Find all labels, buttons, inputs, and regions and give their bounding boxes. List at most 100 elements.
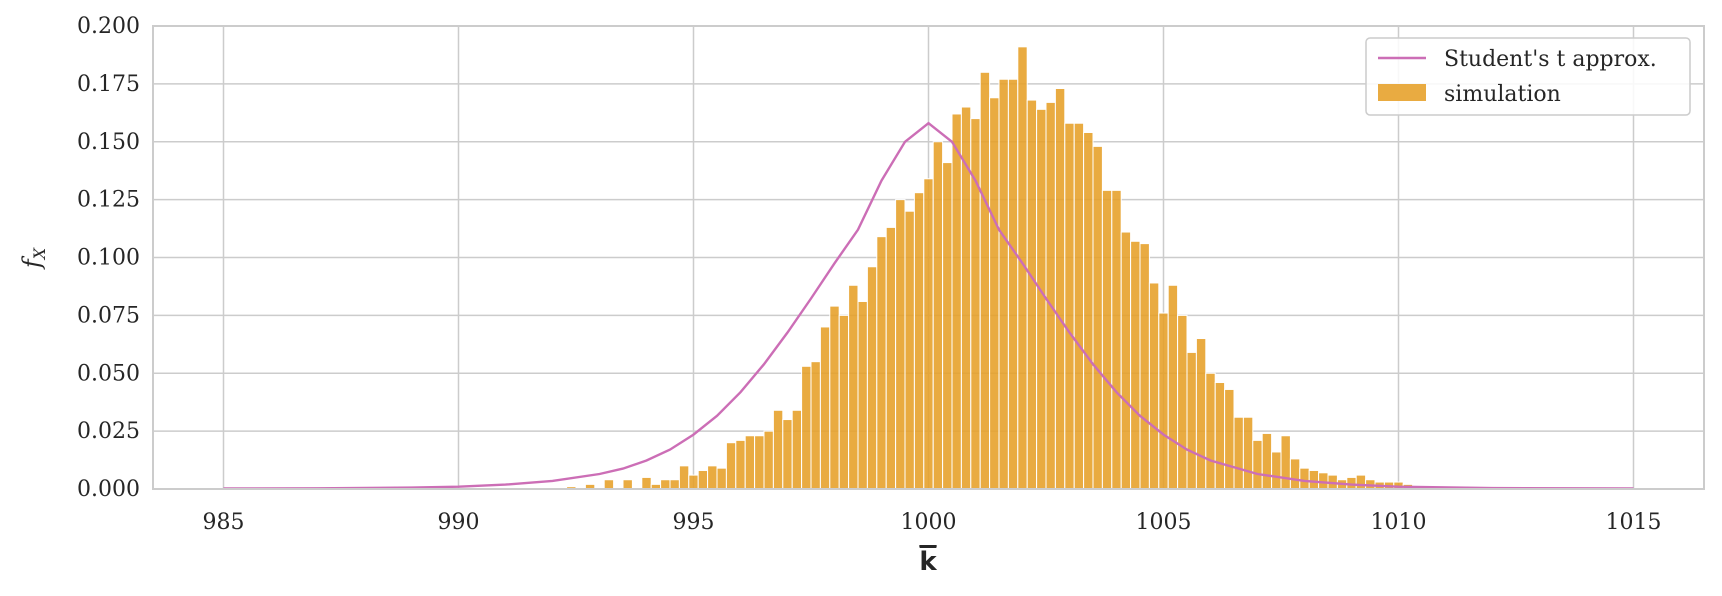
x-tick-labels: 985 990 995 1000 1005 1010 1015: [203, 510, 1662, 535]
histogram-bar: [1054, 88, 1066, 490]
histogram-bar: [754, 435, 765, 490]
histogram-bar: [895, 199, 906, 490]
histogram-bar: [1007, 78, 1019, 490]
y-tick-label: 0.175: [77, 72, 140, 97]
x-tick-label: 1000: [901, 510, 957, 535]
y-tick-label: 0.150: [77, 130, 140, 155]
legend: Student's t approx. simulation: [1365, 37, 1691, 116]
histogram-bar: [791, 409, 803, 490]
x-tick-label: 1015: [1606, 510, 1662, 535]
x-tick-label: 985: [203, 510, 245, 535]
x-tick-label: 990: [438, 510, 480, 535]
histogram-bar: [1092, 145, 1103, 490]
histogram-bar: [801, 365, 812, 490]
histogram-bar: [913, 192, 925, 490]
histogram-bar: [810, 361, 821, 490]
histogram-bar: [1355, 474, 1367, 490]
y-axis-label: fX: [18, 247, 49, 270]
histogram-bar: [829, 305, 840, 490]
y-tick-label: 0.000: [77, 477, 140, 502]
y-tick-label: 0.200: [77, 14, 140, 39]
histogram-bar: [1195, 338, 1207, 490]
histogram-bar: [1111, 189, 1122, 490]
legend-bar-swatch: [1378, 84, 1426, 101]
histogram-bar: [998, 78, 1009, 490]
histogram-bar: [857, 300, 868, 490]
histogram-bar: [979, 71, 991, 490]
histogram-bar: [772, 409, 784, 490]
histogram-bar: [725, 442, 737, 490]
y-tick-labels: 0.000 0.025 0.050 0.075 0.100 0.125 0.150 0.175…: [77, 14, 140, 502]
histogram-bar: [716, 467, 727, 490]
histogram-bar: [1224, 388, 1235, 490]
histogram-bar: [1177, 314, 1188, 490]
histogram-bar: [735, 439, 746, 490]
legend-label-simulation: simulation: [1444, 82, 1561, 107]
y-tick-label: 0.075: [77, 303, 140, 328]
y-axis-label-sub: X: [30, 247, 49, 261]
histogram-bar: [932, 141, 944, 490]
histogram-bar: [1289, 458, 1301, 490]
histogram-bar: [782, 419, 793, 490]
histogram-bar: [622, 479, 633, 490]
histogram-bar: [1083, 131, 1094, 490]
histogram-bar: [1214, 382, 1226, 490]
x-axis-label: k: [919, 547, 937, 577]
histogram-bar: [1064, 122, 1075, 490]
histogram-bar: [660, 479, 671, 490]
histogram-bar: [1271, 451, 1282, 490]
histogram-bar: [641, 476, 652, 490]
histogram-bar: [1308, 469, 1320, 490]
histogram-bar: [1036, 108, 1047, 490]
histogram-bar: [989, 97, 1000, 490]
histogram-bar: [1280, 435, 1291, 490]
x-tick-label: 1005: [1136, 510, 1192, 535]
histogram-bar: [819, 326, 831, 490]
histogram-bar: [1158, 312, 1169, 490]
histogram-bar: [923, 178, 934, 490]
y-tick-label: 0.025: [77, 419, 140, 444]
histogram-bar: [1045, 101, 1056, 490]
histogram-bar: [688, 474, 699, 490]
histogram-bar: [848, 284, 859, 490]
x-tick-label: 1010: [1371, 510, 1427, 535]
histogram-bars: [566, 46, 1414, 490]
histogram-bar: [1252, 439, 1263, 490]
histogram-bar: [1299, 467, 1310, 490]
histogram-bar: [603, 479, 615, 490]
histogram-bar: [951, 113, 962, 490]
histogram-bar: [1205, 372, 1216, 490]
histogram-bar: [866, 266, 878, 490]
x-tick-label: 995: [673, 510, 715, 535]
y-tick-label: 0.125: [77, 188, 140, 213]
histogram-bar: [1186, 351, 1197, 490]
histogram-bar: [1073, 122, 1085, 490]
histogram-bar: [876, 236, 887, 490]
histogram-bar: [1139, 243, 1150, 490]
histogram-bar: [1318, 472, 1329, 490]
histogram-bar: [1233, 416, 1244, 490]
plot-frame: [152, 25, 1705, 490]
y-tick-label: 0.100: [77, 246, 140, 271]
student-t-curve: [223, 121, 1634, 490]
histogram-bar: [1148, 282, 1160, 490]
histogram-bar: [1261, 432, 1273, 490]
histogram-bar: [838, 314, 850, 490]
histogram-bar: [744, 435, 756, 490]
histogram-bar: [1242, 416, 1254, 490]
histogram-bar: [1167, 284, 1179, 490]
histogram-bar: [678, 465, 690, 490]
histogram-bar: [707, 465, 718, 490]
histogram-bar: [763, 430, 774, 490]
histogram-bar: [697, 469, 709, 490]
histogram-bar: [1130, 240, 1141, 490]
histogram-bar: [1120, 231, 1132, 490]
histogram-bar: [904, 210, 915, 490]
legend-label-student-t: Student's t approx.: [1444, 47, 1657, 72]
histogram-bar: [1026, 99, 1038, 490]
histogram-bar: [669, 479, 680, 490]
y-tick-label: 0.050: [77, 361, 140, 386]
histogram-bar: [942, 162, 953, 490]
histogram-bar: [1101, 189, 1113, 490]
